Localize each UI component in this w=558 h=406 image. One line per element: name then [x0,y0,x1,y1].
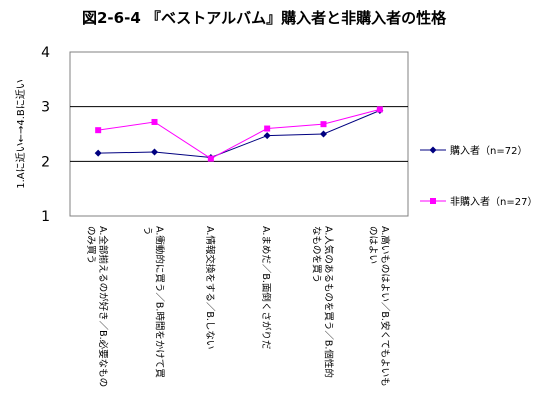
data-point [263,132,271,140]
x-category-label-line: A.情報交換をする／B.しない [204,226,216,349]
x-category-label-line: う [142,226,153,236]
y-tick-label: 4 [41,45,50,61]
data-point [320,121,327,128]
data-point [151,148,158,156]
series-line-0 [98,110,381,159]
data-point [94,149,102,157]
series [94,106,384,162]
x-category-label: A.情報交換をする／B.しない [204,226,216,349]
legend-marker [429,146,437,154]
x-category-label-line: A.まめだ／B.面倒くさがりだ [260,226,272,350]
y-tick-label: 1 [41,209,50,225]
data-point [151,118,158,125]
gridlines [70,106,408,162]
data-point [95,127,102,134]
x-category-label-line: A.衝動的に買う／B.時間をかけて買 [154,226,166,378]
data-point [376,106,383,113]
y-axis-ticks: 1 2 3 4 [41,45,50,225]
plot-area [69,51,409,217]
legend: 購入者（n=72） 非購入者（n=27） [420,144,537,208]
y-tick-label: 2 [41,154,50,170]
data-point [207,155,214,162]
legend-label: 非購入者（n=27） [450,195,537,208]
y-tick-label: 3 [41,100,50,116]
x-category-label-line: A.全部揃えるのが好き／B.必要なもの [97,226,109,387]
series-line-1 [98,108,380,160]
x-category-label-line: A.人気のあるものを買う／B.個性的 [323,226,335,378]
x-category-label-line: のはよい [367,226,378,264]
x-category-label-line: のみ買う [85,226,96,264]
y-axis-label: 1.Aに近い←→4.Bに近い [14,79,27,189]
x-category-label: A.まめだ／B.面倒くさがりだ [260,226,272,350]
x-category-label-line: なものを買う [311,226,322,283]
x-category-label-line: A.高いものはよい／B.安くてもよいも [379,226,391,387]
data-point [264,125,271,132]
chart-title: 図2-6-4 『ベストアルバム』購入者と非購入者の性格 [82,9,447,27]
data-point [320,130,327,138]
legend-marker [430,198,436,204]
legend-label: 購入者（n=72） [450,144,527,157]
